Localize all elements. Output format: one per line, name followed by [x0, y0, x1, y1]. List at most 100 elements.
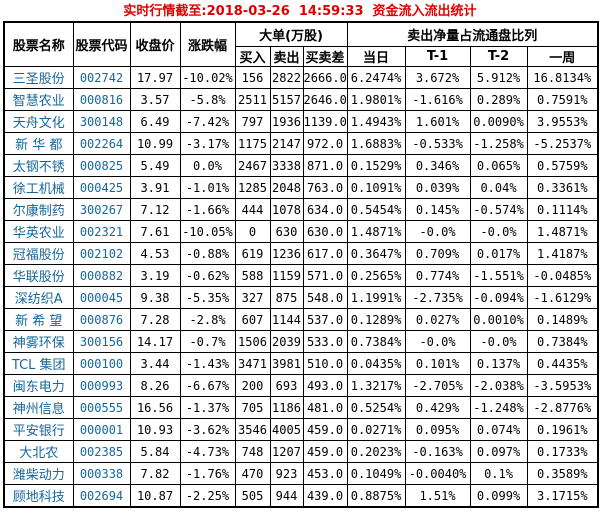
- cell-buy-sell-diff: 2646.0: [302, 88, 348, 111]
- cell-stock-code[interactable]: 300156: [72, 330, 131, 353]
- cell-stock-code[interactable]: 000001: [72, 418, 131, 441]
- cell-stock-name[interactable]: 智慧农业: [3, 88, 74, 111]
- cell-ratio-t1: -2.735%: [404, 286, 471, 309]
- cell-stock-code[interactable]: 000100: [72, 352, 131, 375]
- cell-ratio-t1: 0.429%: [404, 396, 471, 419]
- cell-stock-code[interactable]: 000993: [72, 374, 131, 397]
- col-group-net-sell-ratio: 卖出净量占流通盘比列: [346, 21, 599, 47]
- cell-sell-volume: 1078: [269, 198, 304, 221]
- cell-stock-name[interactable]: 华联股份: [3, 264, 74, 287]
- cell-ratio-week: 0.5759%: [526, 154, 599, 177]
- cell-sell-volume: 2048: [269, 176, 304, 199]
- cell-stock-code[interactable]: 000045: [72, 286, 131, 309]
- cell-buy-volume: 0: [234, 220, 271, 243]
- cell-close-price: 10.87: [129, 484, 181, 508]
- cell-sell-volume: 693: [269, 374, 304, 397]
- cell-stock-name[interactable]: 顾地科技: [3, 484, 74, 508]
- cell-stock-code[interactable]: 000816: [72, 88, 131, 111]
- cell-change-pct: -0.62%: [179, 264, 236, 287]
- cell-stock-name[interactable]: 深纺织A: [3, 286, 74, 309]
- cell-ratio-day: 0.3647%: [346, 242, 406, 265]
- cell-ratio-t1: 0.346%: [404, 154, 471, 177]
- cell-sell-volume: 923: [269, 462, 304, 485]
- cell-change-pct: -5.35%: [179, 286, 236, 309]
- cell-stock-code[interactable]: 002385: [72, 440, 131, 463]
- cell-ratio-week: 0.7591%: [526, 88, 599, 111]
- cell-stock-code[interactable]: 300267: [72, 198, 131, 221]
- cell-buy-sell-diff: 537.0: [302, 308, 348, 331]
- cell-stock-name[interactable]: TCL 集团: [3, 352, 74, 375]
- cell-buy-sell-diff: 1139.0: [302, 110, 348, 133]
- cell-ratio-week: 3.9553%: [526, 110, 599, 133]
- cell-buy-sell-diff: 617.0: [302, 242, 348, 265]
- cell-buy-sell-diff: 510.0: [302, 352, 348, 375]
- cell-stock-name[interactable]: 徐工机械: [3, 176, 74, 199]
- cell-buy-sell-diff: 493.0: [302, 374, 348, 397]
- cell-buy-volume: 470: [234, 462, 271, 485]
- cell-change-pct: -5.8%: [179, 88, 236, 111]
- cell-ratio-t2: 0.097%: [469, 440, 528, 463]
- cell-stock-code[interactable]: 000876: [72, 308, 131, 331]
- cell-stock-code[interactable]: 002321: [72, 220, 131, 243]
- cell-ratio-day: 0.1091%: [346, 176, 406, 199]
- cell-stock-name[interactable]: 潍柴动力: [3, 462, 74, 485]
- cell-ratio-t1: 0.101%: [404, 352, 471, 375]
- cell-close-price: 7.61: [129, 220, 181, 243]
- cell-stock-name[interactable]: 冠福股份: [3, 242, 74, 265]
- cell-stock-name[interactable]: 尔康制药: [3, 198, 74, 221]
- cell-close-price: 5.84: [129, 440, 181, 463]
- cell-ratio-day: 0.7384%: [346, 330, 406, 353]
- cell-close-price: 3.91: [129, 176, 181, 199]
- cell-stock-code[interactable]: 000338: [72, 462, 131, 485]
- cell-stock-code[interactable]: 000825: [72, 154, 131, 177]
- cell-stock-name[interactable]: 新 华 都: [3, 132, 74, 155]
- cell-ratio-week: 3.1715%: [526, 484, 599, 508]
- cell-ratio-t1: 0.145%: [404, 198, 471, 221]
- cell-stock-name[interactable]: 大北农: [3, 440, 74, 463]
- cell-stock-name[interactable]: 华英农业: [3, 220, 74, 243]
- cell-stock-name[interactable]: 神州信息: [3, 396, 74, 419]
- col-header-buy-sell-diff: 买卖差: [302, 46, 348, 67]
- cell-stock-code[interactable]: 002102: [72, 242, 131, 265]
- cell-stock-name[interactable]: 天舟文化: [3, 110, 74, 133]
- cell-ratio-day: 1.6883%: [346, 132, 406, 155]
- cell-stock-code[interactable]: 002742: [72, 66, 131, 89]
- cell-stock-name[interactable]: 神雾环保: [3, 330, 74, 353]
- table-header: 股票名称 股票代码 收盘价 涨跌幅 大单(万股) 卖出净量占流通盘比列 买入 卖…: [3, 21, 599, 67]
- cell-stock-code[interactable]: 000425: [72, 176, 131, 199]
- cell-change-pct: -2.8%: [179, 308, 236, 331]
- col-header-sell: 卖出: [269, 46, 304, 67]
- table-row: 大北农 002385 5.84 -4.73% 748 1207 459.0 0.2023% -0…: [3, 440, 599, 463]
- cell-ratio-week: -2.8776%: [526, 396, 599, 419]
- cell-buy-sell-diff: 634.0: [302, 198, 348, 221]
- cell-ratio-week: 0.4435%: [526, 352, 599, 375]
- cell-stock-name[interactable]: 平安银行: [3, 418, 74, 441]
- cell-stock-name[interactable]: 新 希 望: [3, 308, 74, 331]
- cell-ratio-day: 0.2565%: [346, 264, 406, 287]
- cell-ratio-day: 0.1529%: [346, 154, 406, 177]
- cell-stock-name[interactable]: 太钢不锈: [3, 154, 74, 177]
- cell-stock-name[interactable]: 三圣股份: [3, 66, 74, 89]
- cell-ratio-week: 0.3589%: [526, 462, 599, 485]
- cell-stock-name[interactable]: 闽东电力: [3, 374, 74, 397]
- cell-sell-volume: 1207: [269, 440, 304, 463]
- cell-sell-volume: 3338: [269, 154, 304, 177]
- cell-stock-code[interactable]: 300148: [72, 110, 131, 133]
- cell-change-pct: -3.62%: [179, 418, 236, 441]
- cell-stock-code[interactable]: 002264: [72, 132, 131, 155]
- cell-ratio-week: -5.2537%: [526, 132, 599, 155]
- cell-ratio-day: 1.4871%: [346, 220, 406, 243]
- cell-stock-code[interactable]: 000555: [72, 396, 131, 419]
- cell-ratio-week: -3.5953%: [526, 374, 599, 397]
- cell-sell-volume: 1186: [269, 396, 304, 419]
- cell-stock-code[interactable]: 002694: [72, 484, 131, 508]
- cell-sell-volume: 2147: [269, 132, 304, 155]
- cell-close-price: 3.19: [129, 264, 181, 287]
- cell-stock-code[interactable]: 000882: [72, 264, 131, 287]
- cell-buy-sell-diff: 459.0: [302, 440, 348, 463]
- cell-close-price: 3.57: [129, 88, 181, 111]
- cell-ratio-week: 0.7384%: [526, 330, 599, 353]
- table-row: 三圣股份 002742 17.97 -10.02% 156 2822 2666.0 6.247…: [3, 66, 599, 89]
- cell-close-price: 4.53: [129, 242, 181, 265]
- cell-ratio-day: 1.9801%: [346, 88, 406, 111]
